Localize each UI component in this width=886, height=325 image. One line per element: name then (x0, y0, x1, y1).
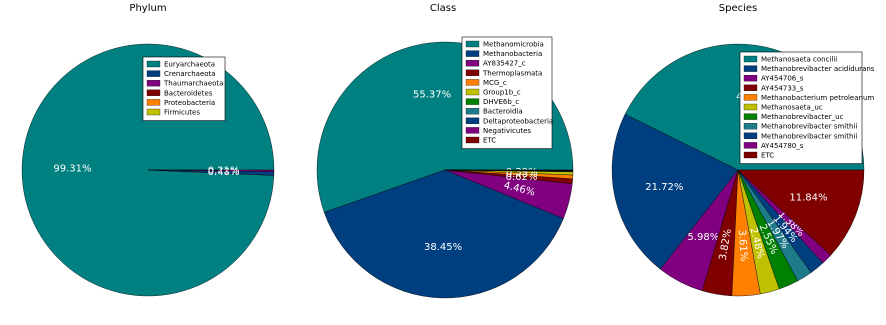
legend-swatch (743, 55, 758, 63)
pie-chart: Phylum 99.31% 0.48%0.21% EuryarchaeotaCrena… (21, 3, 275, 297)
legend-label: Negativicutes (483, 127, 531, 135)
legend-swatch (465, 50, 480, 57)
legend-label: Methanobrevibacter acididurans (761, 65, 875, 73)
slice-label: 3.82% (718, 228, 734, 261)
legend-swatch (146, 80, 161, 87)
slice-label: 5.98% (687, 232, 719, 243)
legend-label: Thermoplasmata (482, 69, 542, 77)
legend-label: Methanobacterium petroleanum (761, 94, 874, 102)
pie-slice (611, 114, 739, 270)
legend-label: Methanosaeta concilii (761, 56, 837, 64)
legend-swatch (465, 117, 480, 124)
legend-label: Methanobrevibacter smithii (761, 123, 857, 131)
legend-label: Bacteroidia (483, 108, 523, 116)
slice-label: 0.62% (506, 172, 538, 183)
legend-label: Thaumarchaeota (163, 80, 223, 88)
pie-chart: Class55.37%38.45%4.46%0.62%0.48%0.39%Met… (316, 3, 574, 299)
legend-label: Euryarchaeota (164, 61, 215, 69)
legend-swatch (743, 65, 758, 72)
legend-label: Firmicutes (164, 109, 200, 117)
legend-swatch (146, 89, 161, 96)
legend-label: ETC (483, 137, 496, 145)
legend-swatch (146, 99, 161, 106)
legend-swatch (743, 84, 758, 91)
legend-swatch (743, 94, 758, 101)
legend-swatch (743, 103, 758, 111)
slice-label: 0.48% (208, 167, 240, 178)
legend-box (739, 51, 863, 164)
slice-label: 0.21% (208, 165, 240, 176)
legend-label: Deltaproteobacteria (483, 117, 553, 125)
legend-label: AY454780_s (761, 142, 804, 150)
legend-label: Methanosaeta_uc (761, 104, 823, 112)
legend-swatch (465, 98, 480, 105)
legend-swatch (465, 127, 480, 134)
legend-label: AY454733_s (761, 84, 804, 92)
legend-label: ETC (761, 152, 774, 160)
legend-swatch (146, 108, 161, 116)
pie-slice (737, 169, 865, 256)
legend-label: Bacteroidetes (164, 89, 213, 97)
legend-swatch (743, 75, 758, 82)
legend-swatch (465, 69, 480, 76)
slice-label: 38.45% (424, 242, 462, 253)
pie-slice (147, 169, 275, 172)
legend-swatch (146, 70, 161, 77)
legend-swatch (465, 108, 480, 115)
chart-title: Class (430, 3, 456, 14)
legend-swatch (146, 60, 161, 68)
chart-title: Phylum (129, 3, 166, 14)
pie-chart: Species42.71%21.72%5.98%3.82%3.61%2.48%2… (611, 3, 875, 297)
legend-label: AY454706_s (761, 75, 804, 83)
slice-label: 21.72% (645, 182, 683, 193)
legend-swatch (743, 142, 758, 149)
legend-label: Methanobrevibacter_uc (761, 113, 844, 121)
pie-slice (323, 169, 564, 299)
legend-swatch (743, 132, 758, 139)
legend-label: MCG_c (483, 79, 507, 87)
slice-label: 99.31% (53, 163, 91, 174)
legend-swatch (465, 88, 480, 96)
legend-label: Proteobacteria (164, 99, 215, 107)
slice-label: 0.39% (506, 167, 538, 178)
legend-label: AY835427_c (483, 60, 526, 68)
legend-label: Group1b_c (483, 89, 521, 97)
legend-swatch (465, 136, 480, 144)
slice-label: 55.37% (413, 89, 451, 100)
legend-swatch (743, 151, 758, 159)
slice-label: 3.61% (736, 229, 749, 261)
legend-swatch (465, 60, 480, 67)
legend-label: Crenarchaeota (164, 70, 216, 78)
slice-label: 0.48% (506, 169, 538, 180)
legend-swatch (465, 79, 480, 86)
legend-swatch (465, 40, 480, 48)
legend-swatch (743, 123, 758, 130)
legend-swatch (743, 113, 758, 120)
legend-label: DHVE6b_c (483, 98, 519, 106)
legend-label: Methanobacteria (483, 50, 542, 58)
chart-title: Species (719, 3, 758, 14)
slice-label: 11.84% (789, 192, 827, 203)
legend-label: Methanobrevibacter smithii (761, 132, 857, 140)
legend-label: Methanomicrobia (483, 41, 544, 49)
